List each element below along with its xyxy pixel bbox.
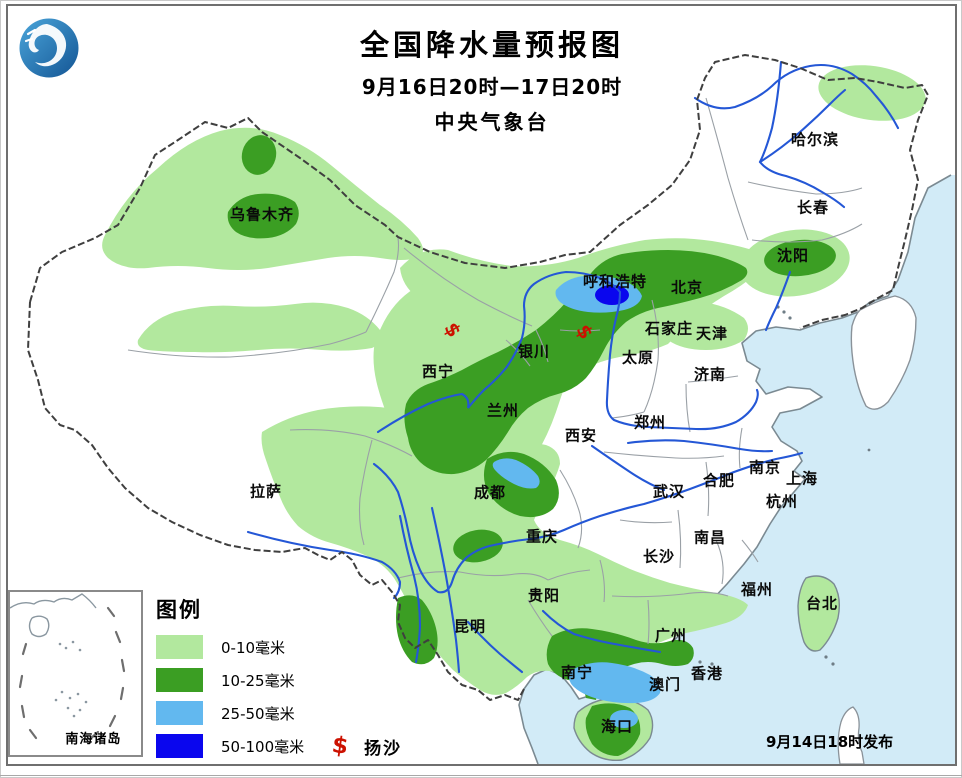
national-border <box>29 54 929 329</box>
bottom-rule <box>0 775 962 776</box>
sand-legend-entry: $ 扬沙 <box>330 732 403 760</box>
legend: 图例 0-10毫米 10-25毫米 25-50毫米 50-100毫米 $ 扬沙 <box>156 594 403 760</box>
province-borders <box>127 97 863 645</box>
agency-name: 中央气象台 <box>434 110 550 134</box>
legend-label: 10-25毫米 <box>221 671 295 690</box>
rivers <box>246 60 900 674</box>
small-islands <box>692 305 871 670</box>
taiwan-island <box>797 575 841 652</box>
south-china-sea-inset: 南海诸岛 <box>8 590 143 757</box>
legend-row: 25-50毫米 <box>156 701 402 725</box>
inset-map <box>9 593 126 741</box>
sand-symbol-label: 扬沙 <box>364 738 403 759</box>
legend-swatch <box>156 668 203 692</box>
legend-label: 25-50毫米 <box>221 704 295 723</box>
legend-swatch <box>156 734 203 758</box>
legend-swatch <box>156 701 203 725</box>
legend-row: 0-10毫米 <box>156 635 402 659</box>
cma-logo <box>19 18 79 78</box>
islands <box>573 575 841 762</box>
legend-row: 10-25毫米 <box>156 668 402 692</box>
sea-layer <box>518 174 955 765</box>
national-border-south <box>27 301 525 701</box>
korea-peninsula <box>850 295 917 410</box>
precip-10-25mm <box>227 135 836 700</box>
sand-symbol-icon: $ <box>330 732 350 760</box>
map-title: 全国降水量预报图 <box>359 28 624 62</box>
legend-row: 50-100毫米 $ 扬沙 <box>156 732 403 760</box>
title-block: 全国降水量预报图 9月16日20时—17日20时 中央气象台 <box>252 22 732 135</box>
precip-50-100mm <box>595 285 629 305</box>
legend-label: 0-10毫米 <box>221 638 286 657</box>
inset-label: 南海诸岛 <box>65 732 122 747</box>
legend-heading: 图例 <box>156 598 202 622</box>
issue-timestamp: 9月14日18时发布 <box>766 733 894 751</box>
legend-swatch <box>156 635 203 659</box>
nine-dash-line <box>18 606 126 741</box>
legend-label: 50-100毫米 <box>221 737 305 756</box>
forecast-period: 9月16日20时—17日20时 <box>361 75 623 99</box>
island-sliver <box>837 706 865 765</box>
